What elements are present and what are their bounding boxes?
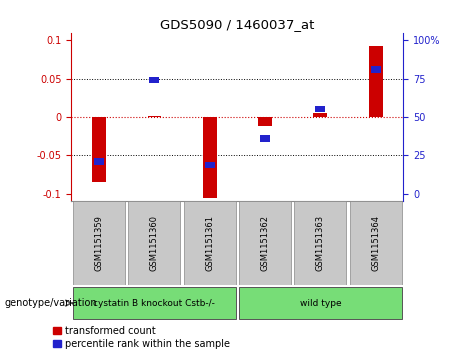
Bar — [92, 117, 106, 182]
Title: GDS5090 / 1460037_at: GDS5090 / 1460037_at — [160, 19, 314, 32]
Bar — [184, 201, 236, 285]
Bar — [73, 201, 125, 285]
Bar — [350, 201, 402, 285]
Text: cystatin B knockout Cstb-/-: cystatin B knockout Cstb-/- — [94, 299, 215, 307]
Legend: transformed count, percentile rank within the sample: transformed count, percentile rank withi… — [53, 326, 230, 349]
Bar — [371, 66, 381, 73]
Bar — [239, 201, 291, 285]
Text: GSM1151360: GSM1151360 — [150, 215, 159, 271]
Text: GSM1151364: GSM1151364 — [371, 215, 380, 271]
Bar — [295, 201, 346, 285]
Bar — [73, 287, 236, 319]
Text: genotype/variation: genotype/variation — [5, 298, 97, 308]
Bar — [148, 115, 161, 117]
Bar — [369, 46, 383, 117]
Bar — [205, 162, 215, 168]
Bar — [149, 77, 160, 83]
Text: GSM1151359: GSM1151359 — [95, 215, 104, 271]
Bar — [203, 117, 217, 197]
Bar — [94, 159, 104, 165]
Bar — [258, 117, 272, 126]
Text: wild type: wild type — [300, 299, 341, 307]
Text: GSM1151363: GSM1151363 — [316, 215, 325, 271]
Bar — [315, 106, 325, 113]
Text: GSM1151361: GSM1151361 — [205, 215, 214, 271]
Bar — [313, 113, 327, 117]
Bar — [129, 201, 180, 285]
Bar — [260, 135, 270, 142]
Bar — [239, 287, 402, 319]
Text: GSM1151362: GSM1151362 — [260, 215, 270, 271]
